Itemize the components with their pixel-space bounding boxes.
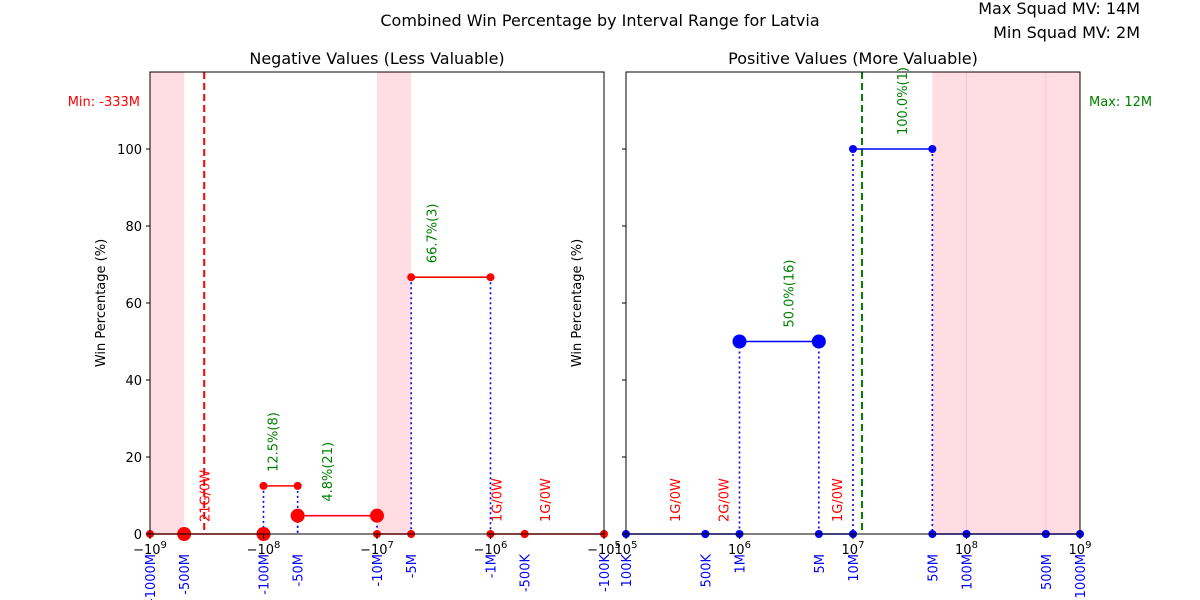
max-reference-label: Max: 12M <box>1089 95 1152 110</box>
x-value-label-2: 500K <box>699 554 714 588</box>
panel-title: Negative Values (Less Valuable) <box>249 49 504 68</box>
x-value-label-5: -10M <box>371 554 386 586</box>
interval-label-4: 4.8%(21) <box>321 442 336 502</box>
interval-label-2: 21G/0W <box>198 470 213 522</box>
interval-label-3: 50.0%(16) <box>783 260 798 328</box>
y-axis-label: Win Percentage (%) <box>570 239 585 367</box>
interval-label-1: 1G/0W <box>669 478 684 522</box>
x-value-label-1: 100K <box>620 554 635 588</box>
interval-label-6: 66.7%(3) <box>425 203 440 263</box>
right-panel: Max: 12M 1G/0W 2G/0W 50.0%(16) 1G/0W 100.0%(1… <box>570 49 1152 598</box>
x-value-label-3: -100M <box>258 554 273 595</box>
x-value-label-4: -50M <box>292 554 307 586</box>
x-value-label-8: -500K <box>519 554 534 593</box>
shaded-range-1 <box>932 72 1080 534</box>
x-value-label-1: -1000M <box>144 554 159 600</box>
data-point-3-1 <box>732 334 747 349</box>
x-tick-label-2: 106 <box>728 540 751 558</box>
min-squad-mv-label: Min Squad MV: 2M <box>993 23 1140 42</box>
data-point-6-2 <box>486 273 495 282</box>
x-value-label-7: 100M <box>961 554 976 590</box>
x-tick-label-1: −109 <box>133 540 167 558</box>
interval-label-8: 1G/0W <box>539 478 554 522</box>
x-value-label-9: 1000M <box>1074 554 1089 598</box>
data-point-3-2 <box>293 481 302 490</box>
panel-title: Positive Values (More Valuable) <box>728 49 978 68</box>
x-value-label-6: -5M <box>405 554 420 578</box>
y-tick-label-5: 80 <box>125 220 142 235</box>
x-tick-label-2: −108 <box>247 540 281 558</box>
data-point-5-2 <box>928 145 937 153</box>
max-squad-mv-label: Max Squad MV: 14M <box>978 0 1140 18</box>
data-point-4-1 <box>290 508 305 523</box>
x-value-label-2: -500M <box>178 554 193 595</box>
x-value-label-8: 500M <box>1040 554 1055 590</box>
y-tick-label-6: 100 <box>117 143 142 158</box>
interval-label-4: 1G/0W <box>831 478 846 522</box>
shaded-range-2 <box>377 72 412 534</box>
interval-label-7: 1G/0W <box>490 478 505 522</box>
x-value-label-5: 10M <box>847 554 862 582</box>
left-panel: Min: -333M 21G/0W 12.5%(8) 4.8%(21) 66.7%(3)… <box>68 49 621 600</box>
x-tick-label-5: −105 <box>587 540 621 558</box>
y-tick-label-1: 0 <box>134 528 142 543</box>
y-axis-label: Win Percentage (%) <box>94 239 109 367</box>
x-value-label-9: -100K <box>598 554 613 593</box>
y-tick-label-2: 20 <box>125 451 142 466</box>
data-point-6-1 <box>407 273 416 282</box>
interval-label-3: 12.5%(8) <box>267 412 282 472</box>
x-tick-label-5: 109 <box>1069 540 1092 558</box>
y-tick-label-3: 40 <box>125 374 142 389</box>
x-tick-label-1: 105 <box>615 540 638 558</box>
data-point-4-2 <box>370 508 384 523</box>
x-value-label-7: -1M <box>485 554 500 578</box>
x-value-label-4: 5M <box>813 554 828 574</box>
shaded-range-1 <box>150 72 185 534</box>
data-point-3-2 <box>811 334 826 349</box>
x-tick-label-4: 108 <box>955 540 978 558</box>
figure-title: Combined Win Percentage by Interval Rang… <box>380 11 819 30</box>
data-point-3-1 <box>259 481 268 490</box>
interval-label-2: 2G/0W <box>718 478 733 522</box>
x-value-label-3: 1M <box>734 554 749 574</box>
x-tick-label-4: −106 <box>474 540 508 558</box>
y-tick-label-4: 60 <box>125 297 142 312</box>
x-tick-label-3: 107 <box>842 540 865 558</box>
interval-label-5: 100.0%(1) <box>896 67 911 135</box>
min-reference-label: Min: -333M <box>68 95 140 110</box>
x-value-label-6: 50M <box>926 554 941 582</box>
x-tick-label-3: −107 <box>360 540 394 558</box>
data-point-5-1 <box>849 145 857 153</box>
